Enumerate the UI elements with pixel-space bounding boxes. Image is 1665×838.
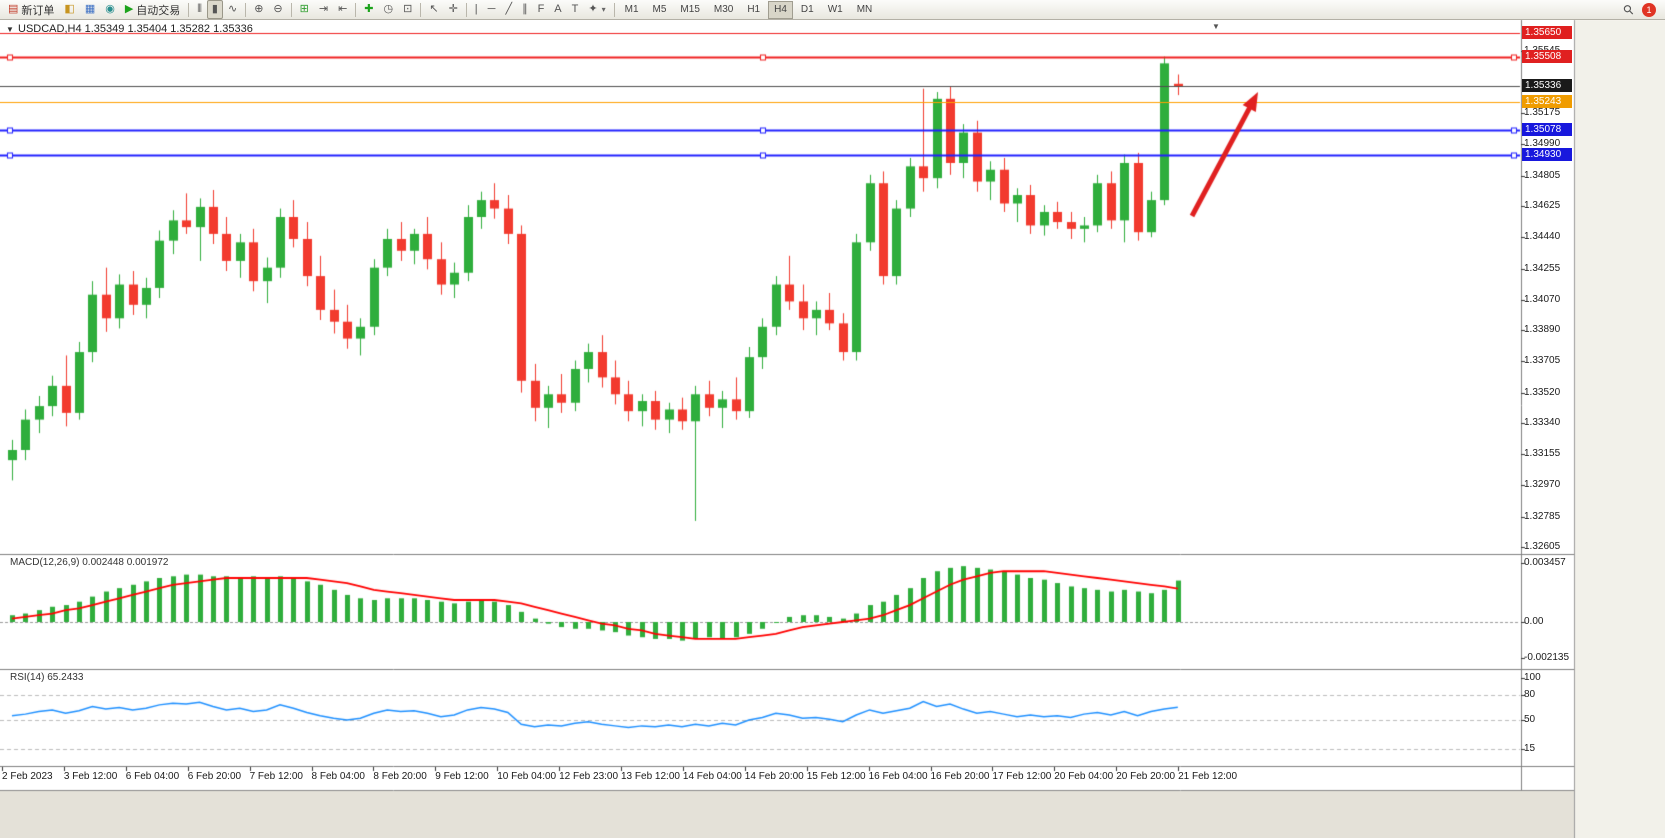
navigator-button[interactable]: ◉ (100, 0, 120, 19)
toolbar-separator (245, 2, 247, 17)
line-chart-icon: ∿ (227, 3, 238, 15)
fibonacci-icon: F (537, 3, 545, 15)
bars-chart-icon: ⫴ (197, 3, 202, 15)
cursor-icon: ↖ (429, 3, 439, 15)
auto-trading-button[interactable]: ▶ 自动交易 (120, 0, 185, 19)
timeframe-group: M1 M5 M15 M30 H1 H4 D1 W1 MN (618, 0, 880, 19)
tile-windows-icon: ⊞ (299, 3, 309, 15)
timeframe-h1-button[interactable]: H1 (747, 3, 761, 15)
text-icon: A (554, 3, 562, 15)
text-button[interactable]: A (549, 0, 566, 19)
timeframe-mn-button[interactable]: MN (856, 3, 873, 15)
timeframe-d1-button[interactable]: D1 (800, 3, 814, 15)
chart-shift-icon: ⇤ (338, 3, 348, 15)
toolbar-separator (290, 2, 292, 17)
channel-icon: ∥ (522, 3, 528, 15)
trendline-button[interactable]: ╱ (500, 0, 517, 19)
new-order-icon: ▤ (8, 3, 19, 15)
auto-trading-button-label: 自动交易 (136, 4, 181, 17)
bars-chart-button[interactable]: ⫴ (192, 0, 207, 19)
channel-button[interactable]: ∥ (517, 0, 533, 19)
trendline-icon: ╱ (505, 3, 513, 15)
toolbar-separator (613, 2, 615, 17)
crosshair-button[interactable]: ✛ (444, 0, 463, 19)
line-chart-button[interactable]: ∿ (223, 0, 242, 19)
auto-scroll-button[interactable]: ⇥ (314, 0, 333, 19)
shapes-icon: ✦ (588, 3, 598, 15)
timeframe-m1-button[interactable]: M1 (624, 3, 639, 15)
periods-button[interactable]: ◷ (379, 0, 399, 19)
search-icon[interactable]: ⚲ (1620, 0, 1638, 18)
market-watch-icon: ◧ (64, 3, 75, 15)
auto-scroll-icon: ⇥ (318, 3, 329, 15)
zoom-out-button[interactable]: ⊖ (268, 0, 287, 19)
zoom-in-button[interactable]: ⊕ (249, 0, 268, 19)
chart-shift-button[interactable]: ⇤ (333, 0, 352, 19)
candles-chart-icon: ▮ (211, 3, 218, 15)
label-icon: T (571, 3, 579, 15)
data-window-icon: ▦ (84, 3, 96, 15)
toolbar: ▤ 新订单 ◧ ▦ ◉ ▶ 自动交易 ⫴ ▮ ∿ ⊕ ⊖ ⊞ ⇥ ⇤ ✚ ◷ ⊡ ↖ ✛ | ─ ╱ ∥ F A T ✦ ▾ M1 M5 M… (0, 0, 1665, 20)
fibonacci-button[interactable]: F (533, 0, 550, 19)
cursor-button[interactable]: ↖ (424, 0, 443, 19)
horizontal-line-button[interactable]: ─ (483, 0, 501, 19)
crosshair-icon: ✛ (448, 3, 458, 15)
vertical-line-icon: | (474, 3, 478, 15)
horizontal-line-icon: ─ (487, 3, 496, 15)
new-order-button-label: 新订单 (21, 4, 55, 17)
timeframe-m30-button[interactable]: M30 (713, 3, 734, 15)
shapes-button[interactable]: ✦ ▾ (583, 0, 610, 19)
timeframe-w1-button[interactable]: W1 (827, 3, 843, 15)
toolbar-separator (465, 2, 467, 17)
tile-windows-button[interactable]: ⊞ (295, 0, 314, 19)
vertical-line-button[interactable]: | (470, 0, 483, 19)
notification-badge[interactable]: 1 (1642, 2, 1656, 17)
timeframe-m15-button[interactable]: M15 (680, 3, 700, 15)
market-watch-button[interactable]: ◧ (59, 0, 79, 19)
candles-chart-button[interactable]: ▮ (206, 0, 223, 19)
label-button[interactable]: T (567, 0, 584, 19)
indicators-icon: ✚ (364, 3, 374, 15)
navigator-icon: ◉ (105, 3, 115, 15)
toolbar-separator (188, 2, 190, 17)
indicators-button[interactable]: ✚ (359, 0, 378, 19)
toolbar-separator (420, 2, 422, 17)
data-window-button[interactable]: ▦ (80, 0, 100, 19)
templates-icon: ⊡ (403, 3, 413, 15)
zoom-out-icon: ⊖ (273, 3, 283, 15)
timeframe-h4-button[interactable]: H4 (768, 0, 793, 19)
toolbar-left-group: ▤ 新订单 ◧ ▦ ◉ ▶ 自动交易 ⫴ ▮ ∿ ⊕ ⊖ ⊞ ⇥ ⇤ ✚ ◷ ⊡ ↖ ✛ | ─ ╱ ∥ F A T ✦ ▾ (3, 0, 618, 19)
periods-icon: ◷ (383, 3, 394, 15)
zoom-in-icon: ⊕ (254, 3, 264, 15)
auto-trading-icon: ▶ (124, 3, 134, 15)
timeframe-m5-button[interactable]: M5 (652, 3, 667, 15)
new-order-button[interactable]: ▤ 新订单 (3, 0, 59, 19)
toolbar-separator (355, 2, 357, 17)
templates-button[interactable]: ⊡ (398, 0, 417, 19)
dropdown-caret-icon: ▾ (601, 5, 606, 14)
